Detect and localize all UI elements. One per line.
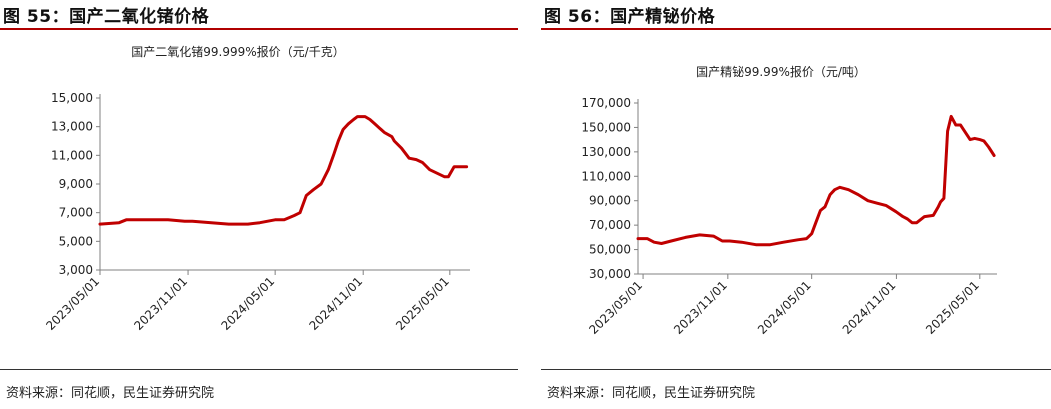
y-tick-label: 90,000 (589, 194, 631, 208)
y-tick-label: 70,000 (589, 218, 631, 232)
x-tick-label: 2024/05/01 (755, 278, 814, 337)
y-tick-label: 150,000 (581, 120, 631, 134)
x-tick-label: 2023/11/01 (131, 274, 190, 333)
footer-divider (541, 369, 1051, 370)
y-tick-label: 5,000 (59, 234, 93, 248)
y-tick-label: 170,000 (581, 96, 631, 110)
y-tick-label: 30,000 (589, 267, 631, 281)
source-note: 资料来源：同花顺，民生证券研究院 (547, 386, 756, 401)
y-tick-label: 130,000 (581, 145, 631, 159)
y-tick-label: 11,000 (51, 148, 93, 162)
chart-title: 国产二氧化锗99.999%报价（元/千克） (131, 44, 344, 59)
x-tick-label: 2025/05/01 (393, 274, 452, 333)
y-tick-label: 13,000 (51, 120, 93, 134)
figure-title: 图 55：国产二氧化锗价格 (3, 7, 210, 27)
source-note: 资料来源：同花顺，民生证券研究院 (6, 386, 215, 401)
y-tick-label: 7,000 (59, 206, 93, 220)
x-tick-label: 2023/11/01 (671, 278, 730, 337)
chart-title: 国产精铋99.99%报价（元/吨） (696, 64, 866, 79)
y-tick-label: 15,000 (51, 91, 93, 105)
y-tick-label: 9,000 (59, 177, 93, 191)
footer-divider (0, 369, 518, 370)
germanium-dioxide-price-chart: 国产二氧化锗99.999%报价（元/千克） 3,000 5,000 7,000 9,00… (43, 44, 470, 333)
figure-title: 图 56：国产精铋价格 (544, 7, 716, 27)
title-divider (0, 28, 518, 30)
y-tick-label: 50,000 (589, 243, 631, 257)
x-tick-label: 2024/05/01 (218, 274, 277, 333)
title-divider (541, 28, 1051, 30)
x-tick-label: 2024/11/01 (840, 278, 899, 337)
y-tick-label: 110,000 (581, 169, 631, 183)
y-tick-label: 3,000 (59, 263, 93, 277)
figure-55-panel: 图 55：国产二氧化锗价格 国产二氧化锗99.999%报价（元/千克） 3,000… (0, 0, 518, 409)
refined-bismuth-price-chart: 国产精铋99.99%报价（元/吨） 30,000 50,000 70,000 90,00… (581, 64, 997, 337)
x-tick-label: 2023/05/01 (43, 274, 102, 333)
price-series-line (636, 114, 996, 247)
figure-56-panel: 图 56：国产精铋价格 国产精铋99.99%报价（元/吨） 30,000 50,00… (541, 0, 1051, 409)
x-tick-label: 2024/11/01 (307, 274, 366, 333)
x-tick-label: 2023/05/01 (586, 278, 645, 337)
x-tick-label: 2025/05/01 (923, 278, 982, 337)
price-series-line (98, 115, 469, 226)
